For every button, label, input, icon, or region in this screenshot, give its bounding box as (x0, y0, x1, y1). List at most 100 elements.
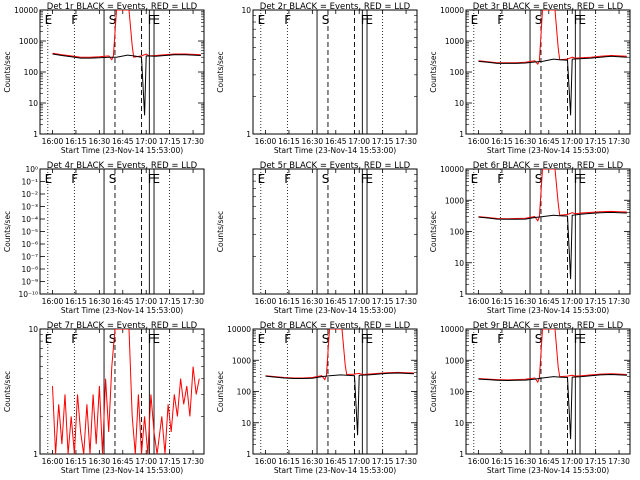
x-tick-label: 17:15 (372, 297, 394, 306)
y-tick-label: 10000 (440, 165, 464, 174)
y-tick-label: 10000 (227, 325, 251, 334)
x-tick-label: 17:15 (159, 297, 181, 306)
series-events-line (478, 55, 627, 116)
y-tick-label: 10000 (440, 325, 464, 334)
interval-marker: E (152, 13, 160, 27)
interval-marker: E (578, 332, 586, 346)
x-tick-label: 17:15 (159, 457, 181, 466)
x-tick-label: 16:00 (42, 137, 64, 146)
x-tick-label: 16:30 (302, 137, 324, 146)
series-lld-line (478, 329, 627, 384)
panel-title: Det 8r BLACK = Events, RED = LLD (260, 321, 411, 331)
x-tick-label: 16:15 (65, 297, 87, 306)
x-tick-label: 16:45 (538, 297, 560, 306)
y-tick-label: 10⁰ (25, 165, 38, 174)
x-tick-label: 17:30 (395, 137, 417, 146)
x-tick-label: 17:15 (585, 457, 607, 466)
x-tick-label: 16:00 (42, 297, 64, 306)
y-tick-label: 10 (241, 419, 251, 428)
series-group (478, 329, 627, 440)
y-tick-label: 1 (246, 130, 251, 139)
interval-marker: F (497, 172, 504, 186)
y-tick-label: 1 (459, 130, 464, 139)
plot-frame (252, 328, 418, 455)
x-tick-label: 16:30 (515, 137, 537, 146)
interval-marker: F (284, 332, 291, 346)
x-tick-label: 16:00 (255, 297, 277, 306)
y-tick-label: 1 (33, 450, 38, 459)
x-tick-label: 16:00 (255, 137, 277, 146)
interval-marker: F (284, 172, 291, 186)
y-tick-label: 10 (241, 6, 251, 15)
x-axis-label: Start Time (23-Nov-14 15:53:00) (274, 466, 396, 475)
panel-title: Det 4r BLACK = Events, RED = LLD (47, 161, 198, 171)
y-tick-label: 10⁻³ (21, 203, 38, 212)
x-tick-label: 16:45 (112, 457, 134, 466)
x-tick-label: 17:30 (608, 457, 630, 466)
x-tick-label: 16:15 (65, 457, 87, 466)
interval-marker: E (45, 172, 53, 186)
x-tick-label: 16:00 (468, 457, 490, 466)
x-axis-label: Start Time (23-Nov-14 15:53:00) (61, 306, 183, 315)
x-axis-label: Start Time (23-Nov-14 15:53:00) (487, 306, 609, 315)
y-axis-label: Counts/sec (216, 371, 225, 412)
y-tick-label: 10⁻⁹ (21, 278, 38, 287)
x-tick-label: 17:15 (585, 297, 607, 306)
series-group (478, 169, 627, 280)
x-tick-label: 17:00 (348, 297, 370, 306)
plot-frame (252, 168, 418, 295)
series-group (52, 10, 201, 116)
interval-marker: E (365, 172, 373, 186)
x-tick-label: 17:15 (159, 137, 181, 146)
interval-marker: E (258, 172, 266, 186)
x-tick-label: 16:00 (468, 297, 490, 306)
y-tick-label: 1000 (232, 356, 251, 365)
x-tick-label: 17:00 (135, 297, 157, 306)
x-tick-label: 16:15 (491, 137, 513, 146)
series-events-line (478, 211, 627, 280)
x-tick-label: 16:30 (89, 297, 111, 306)
panel-det-6: Det 6r BLACK = Events, RED = LLD 16:00 16:… (429, 161, 631, 315)
y-tick-label: 1 (459, 450, 464, 459)
x-tick-label: 16:00 (42, 457, 64, 466)
x-tick-label: 17:30 (395, 297, 417, 306)
y-axis-label: Counts/sec (216, 51, 225, 92)
y-tick-label: 10 (28, 99, 38, 108)
x-tick-label: 17:30 (608, 297, 630, 306)
x-tick-label: 17:30 (395, 457, 417, 466)
interval-marker: E (45, 13, 53, 27)
y-axis-label: Counts/sec (429, 51, 438, 92)
panel-title: Det 7r BLACK = Events, RED = LLD (47, 321, 198, 331)
interval-marker: S (535, 13, 543, 27)
y-axis-label: Counts/sec (429, 371, 438, 412)
interval-marker: S (535, 172, 543, 186)
x-tick-label: 17:00 (135, 457, 157, 466)
y-tick-label: 100 (450, 68, 465, 77)
y-axis-label: Counts/sec (429, 211, 438, 252)
interval-marker: S (109, 13, 117, 27)
panel-title: Det 9r BLACK = Events, RED = LLD (473, 321, 624, 331)
y-tick-label: 1 (459, 290, 464, 299)
interval-marker: F (148, 172, 155, 186)
interval-marker: F (361, 332, 368, 346)
interval-marker: F (361, 172, 368, 186)
interval-marker: E (152, 172, 160, 186)
interval-marker: E (258, 332, 266, 346)
interval-marker: E (365, 332, 373, 346)
interval-marker: E (365, 13, 373, 27)
series-group (265, 329, 414, 436)
panel-title: Det 6r BLACK = Events, RED = LLD (473, 161, 624, 171)
x-tick-label: 16:15 (278, 297, 300, 306)
x-tick-label: 16:30 (302, 457, 324, 466)
y-axis-label: Counts/sec (216, 211, 225, 252)
interval-marker: S (322, 172, 330, 186)
x-axis-label: Start Time (23-Nov-14 15:53:00) (61, 146, 183, 155)
plot-frame (465, 328, 631, 455)
y-tick-label: 100 (24, 68, 39, 77)
x-tick-label: 16:30 (302, 297, 324, 306)
panel-title: Det 1r BLACK = Events, RED = LLD (47, 2, 198, 12)
x-tick-label: 16:45 (325, 297, 347, 306)
x-tick-label: 17:15 (372, 457, 394, 466)
